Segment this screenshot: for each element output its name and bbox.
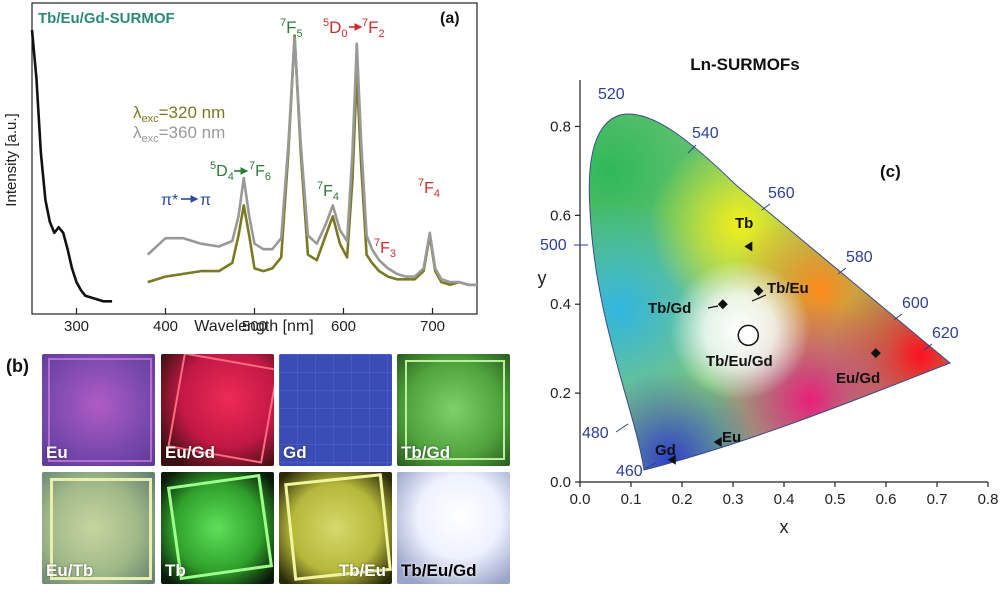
legend-320: λexc=320 nm [133,103,225,125]
wavelength-labels: 460 480 500 520 540 560 580 600 620 [540,86,959,480]
point-gd [667,454,676,465]
point-tb-gd [717,299,728,310]
x-tick-label: 0.5 [825,491,846,508]
label-tb-gd: Tb/Gd [648,300,691,317]
wl-520: 520 [598,86,625,103]
panel-a: 300 400 500 600 700 Tb/Eu/Gd-SURMOF (a) Inte… [0,0,480,335]
sample-square [405,360,505,460]
eu-5d0-label: 5D0 [323,17,348,40]
legend-360: λexc=360 nm [133,123,225,145]
tb-7f4-label: 7F4 [317,180,339,203]
eu-7f3-label: 7F3 [374,237,396,260]
point-tb-eu-gd [737,324,760,347]
x-tick-label: 600 [331,318,356,335]
panel-a-label: (a) [440,10,460,27]
photo-caption: Tb/Eu [338,561,386,580]
photo-eu-gd: Eu/Gd [161,354,274,466]
y-tick-label: 0.4 [550,296,571,313]
label-tb: Tb [735,215,753,232]
pi-star-label: π* [161,192,178,209]
label-eu: Eu [722,429,741,446]
x-tick-label: 300 [64,318,89,335]
sample-points [667,241,881,465]
wl-540: 540 [692,125,719,142]
series-line-1 [146,36,477,287]
x-axis-label-a: Wavelength [nm] [194,318,313,335]
photo-caption: Tb/Gd [401,443,451,462]
x-tick-label: 0.4 [774,491,795,508]
point-tb-eu [753,285,764,296]
panel-c: 0.0 0.1 0.2 0.3 0.4 0.5 0.6 0.7 0.8 0.0 0.2 0.4 0.6… [520,40,1000,590]
x-tick-label: 0.0 [570,491,591,508]
wl-500: 500 [540,237,567,254]
spectra-series [30,29,477,303]
spectral-locus [588,113,951,471]
point-eu-gd [870,348,881,359]
wl-480: 480 [582,425,609,442]
label-tb-eu: Tb/Eu [767,280,809,297]
point-tb [744,241,753,252]
y-tick-label: 0.8 [550,118,571,135]
cie-title: Ln-SURMOFs [690,55,800,74]
x-tick-label: 0.8 [978,491,999,508]
y-tick-label: 0.2 [550,385,571,402]
y-axis-label-a: Intensity [a.u.] [3,113,20,206]
x-tick-label: 0.2 [672,491,693,508]
x-tick-label: 0.1 [621,491,642,508]
label-tb-eu-gd: Tb/Eu/Gd [706,353,773,370]
photo-eu-tb: Eu/Tb [42,472,155,584]
photo-caption: Eu [46,443,68,462]
tb-5d4-label: 5D4 [210,160,234,183]
photo-tb-gd: Tb/Gd [397,354,510,466]
x-tick-label: 700 [420,318,445,335]
eu-7f4-label: 7F4 [418,177,440,200]
photo-caption: Eu/Gd [165,443,216,462]
x-tick-label: 0.3 [723,491,744,508]
sample-title: Tb/Eu/Gd-SURMOF [38,10,175,27]
photo-caption: Tb/Eu/Gd [401,561,477,580]
tb-7f6-label: 7F6 [249,160,271,183]
y-ticks-c: 0.0 0.2 0.4 0.6 0.8 [550,118,580,491]
wl-580: 580 [846,249,873,266]
photo-eu: Eu [42,354,155,466]
wl-560: 560 [768,185,795,202]
panel-a-chart: 300 400 500 600 700 Tb/Eu/Gd-SURMOF (a) Inte… [3,2,478,335]
photo-tb-eu-gd: Tb/Eu/Gd [397,472,510,584]
x-tick-label: 400 [153,318,178,335]
y-axis-label-c: y [538,268,547,288]
sample-square [48,358,152,462]
wl-600: 600 [902,295,929,312]
point-labels: Tb Tb/Eu Tb/Gd Tb/Eu/Gd Eu/Gd Gd Eu [648,215,880,459]
wl-620: 620 [932,325,959,342]
x-ticks-c: 0.0 0.1 0.2 0.3 0.4 0.5 0.6 0.7 0.8 [570,482,999,508]
x-tick-label: 0.6 [876,491,897,508]
x-axis-label-c: x [780,517,789,537]
photo-tb-eu: Tb/Eu [279,472,392,584]
y-tick-label: 0.0 [550,474,571,491]
photo-caption: Tb [165,561,186,580]
photo-caption: Gd [283,443,307,462]
panel-b: (b) Eu Eu/Gd Gd Tb/Gd Eu/Tb Tb Tb/Eu Tb/… [0,350,520,590]
x-tick-label: 0.7 [927,491,948,508]
photo-tb: Tb [161,472,274,584]
eu-7f2-label: 7F2 [362,17,385,40]
y-tick-label: 0.6 [550,207,571,224]
label-eu-gd: Eu/Gd [836,370,880,387]
series-line-2 [30,29,113,303]
wl-460: 460 [616,463,643,480]
tb-7f5-label: 7F5 [280,17,303,40]
cie-chart: 0.0 0.1 0.2 0.3 0.4 0.5 0.6 0.7 0.8 0.0 0.2 0.4 0.6… [538,55,999,537]
photo-caption: Eu/Tb [46,561,94,580]
x-ticks-a: 300 400 500 600 700 [64,308,445,335]
point-eu [713,437,722,447]
panel-b-label: (b) [6,356,29,376]
sample-square [50,478,152,580]
x-tick-label: 500 [242,318,267,335]
panel-c-label: (c) [880,162,901,181]
label-gd: Gd [655,442,676,459]
pi-label: π [200,192,211,209]
photo-gd: Gd [279,354,392,466]
